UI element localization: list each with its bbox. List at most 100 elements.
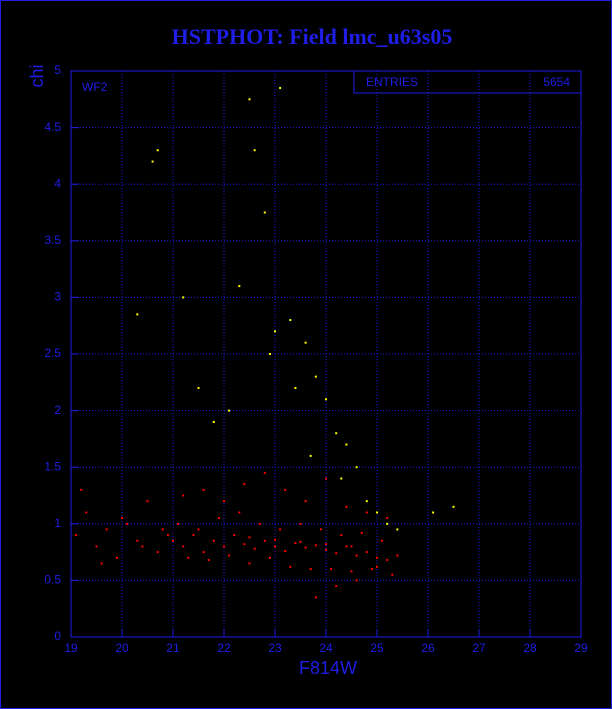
point — [263, 539, 266, 542]
point — [197, 528, 200, 531]
point — [136, 539, 139, 542]
point — [289, 319, 292, 322]
x-axis-label: F814W — [299, 658, 357, 678]
point — [299, 540, 302, 543]
point — [304, 341, 307, 344]
point — [202, 551, 205, 554]
point — [248, 562, 251, 565]
x-tick-label: 20 — [115, 641, 129, 655]
point — [263, 211, 266, 214]
y-tick-label: 4.5 — [44, 120, 61, 134]
point — [105, 528, 108, 531]
y-tick-label: 3 — [54, 290, 61, 304]
point — [75, 534, 78, 537]
point — [253, 547, 256, 550]
point — [141, 545, 144, 548]
point — [350, 545, 353, 548]
point — [100, 562, 103, 565]
point — [146, 500, 149, 503]
point — [386, 517, 389, 520]
point — [217, 517, 220, 520]
point — [360, 531, 363, 534]
point — [212, 539, 215, 542]
point — [289, 565, 292, 568]
y-tick-label: 0 — [54, 629, 61, 643]
point — [85, 511, 88, 514]
point — [151, 160, 154, 163]
point — [268, 353, 271, 355]
point — [335, 585, 338, 588]
point — [95, 545, 98, 548]
x-tick-label: 21 — [166, 641, 180, 655]
point — [248, 98, 251, 101]
point — [309, 454, 312, 457]
point — [376, 511, 378, 514]
point — [228, 409, 231, 412]
point — [365, 551, 368, 554]
point — [207, 559, 210, 562]
y-tick-label: 1 — [54, 516, 61, 530]
point — [345, 443, 348, 446]
point — [263, 471, 266, 474]
point — [386, 522, 389, 525]
point — [365, 500, 368, 503]
point — [274, 330, 276, 333]
point — [274, 538, 276, 541]
point — [258, 522, 261, 525]
point — [391, 573, 394, 576]
point — [314, 544, 317, 547]
point — [396, 554, 399, 557]
point — [355, 466, 358, 469]
point — [294, 542, 297, 545]
point — [355, 554, 358, 557]
point — [319, 528, 322, 531]
point — [284, 549, 287, 552]
point — [223, 500, 225, 503]
point — [243, 483, 246, 486]
y-tick-label: 5 — [54, 63, 61, 77]
point — [335, 552, 338, 555]
point — [370, 568, 373, 571]
point — [325, 548, 327, 551]
point — [197, 386, 200, 389]
point — [156, 149, 159, 152]
chart-title: HSTPHOT: Field lmc_u63s05 — [172, 24, 453, 49]
point — [253, 149, 256, 152]
point — [156, 551, 159, 554]
point — [238, 285, 241, 288]
point — [233, 534, 236, 537]
x-tick-label: 19 — [64, 641, 78, 655]
point — [228, 554, 231, 557]
point — [345, 545, 348, 548]
point — [452, 505, 455, 508]
stats-box — [353, 70, 582, 94]
point — [126, 522, 129, 525]
point — [314, 596, 317, 599]
point — [80, 488, 83, 491]
point — [187, 556, 190, 559]
point — [309, 568, 312, 571]
stats-value: 5654 — [543, 75, 570, 89]
plot-border — [70, 70, 582, 638]
point — [182, 296, 185, 299]
x-tick-label: 23 — [268, 641, 282, 655]
point — [166, 534, 169, 537]
point — [121, 517, 123, 520]
point — [432, 511, 435, 514]
point — [386, 559, 389, 562]
point — [325, 543, 327, 546]
point — [279, 86, 282, 89]
point — [177, 522, 180, 525]
point — [340, 534, 343, 537]
point — [330, 568, 333, 571]
point — [345, 505, 348, 508]
y-tick-label: 3.5 — [44, 233, 61, 247]
y-tick-label: 2 — [54, 403, 61, 417]
point — [340, 477, 343, 480]
point — [243, 543, 246, 546]
point — [284, 488, 287, 491]
point — [355, 579, 358, 582]
point — [304, 500, 307, 503]
point — [335, 432, 338, 435]
